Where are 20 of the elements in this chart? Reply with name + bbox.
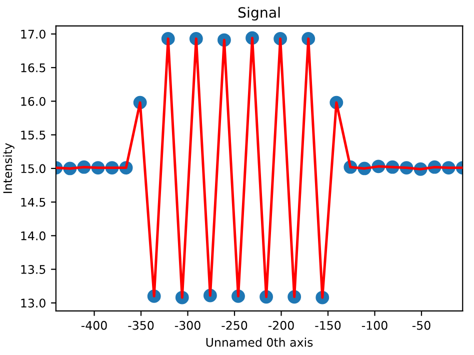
x-tick-label: -350 (128, 320, 154, 330)
x-axis-title: Unnamed 0th axis (206, 338, 313, 347)
y-axis-title: Intensity (2, 143, 14, 193)
y-tick-label: 13.0 (21, 298, 46, 308)
y-tick-label: 13.5 (21, 265, 46, 274)
y-tick-label: 16.5 (21, 63, 46, 72)
y-tick-label: 16.0 (21, 96, 46, 106)
x-tick-label: -250 (222, 320, 248, 330)
y-tick-label: 17.0 (21, 30, 46, 39)
y-tick-label: 14.0 (21, 231, 46, 240)
x-tick-label: -100 (362, 320, 388, 330)
x-tick-label: -150 (315, 320, 341, 330)
x-tick-label: -200 (268, 320, 294, 330)
chart-title: Signal (238, 6, 280, 21)
x-tick-label: -300 (174, 320, 200, 330)
y-tick-label: 15.5 (21, 130, 46, 140)
y-tick-label: 15.0 (21, 164, 46, 174)
x-tick-label: -50 (412, 320, 430, 330)
x-tick-label: -400 (81, 320, 107, 330)
y-tick-label: 14.5 (21, 198, 46, 207)
